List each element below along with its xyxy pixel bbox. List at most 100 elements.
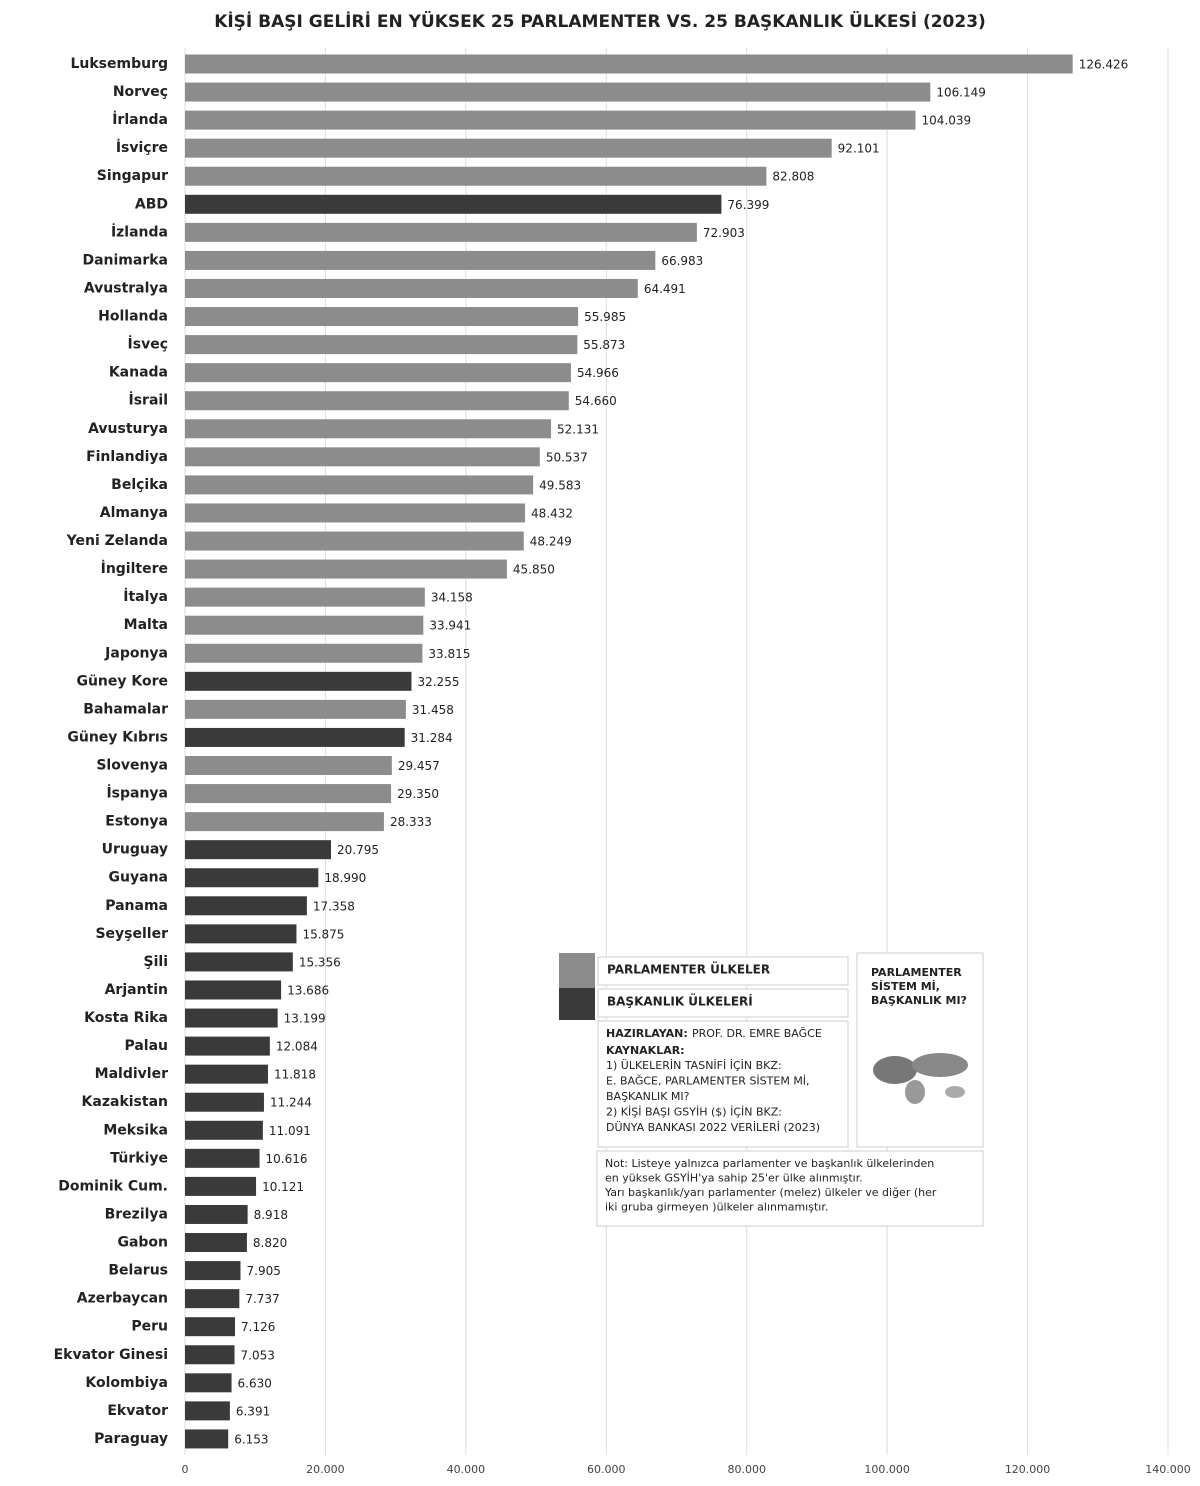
y-tick-label: Danimarka: [82, 252, 168, 268]
y-tick-label: Meksika: [103, 1122, 168, 1138]
y-tick-label: Almanya: [100, 505, 168, 521]
bar: [185, 363, 571, 383]
bar: [185, 1064, 268, 1084]
y-tick-label: Singapur: [97, 168, 168, 184]
bar: [185, 391, 569, 411]
y-tick-label: Malta: [124, 617, 168, 633]
y-tick-label: Güney Kore: [76, 673, 168, 689]
bar: [185, 82, 931, 102]
bar: [185, 531, 524, 551]
data-label: 104.039: [922, 114, 972, 128]
data-label: 8.820: [253, 1236, 287, 1250]
data-label: 55.873: [583, 338, 625, 352]
y-tick-label: İsveç: [128, 336, 168, 353]
chart-title: KİŞİ BAŞI GELİRİ EN YÜKSEK 25 PARLAMENTE…: [214, 10, 986, 32]
sources-label: KAYNAKLAR:: [606, 1044, 685, 1057]
bar: [185, 1289, 240, 1309]
info-box: [597, 1020, 849, 1148]
prepared-label: HAZIRLAYAN:: [606, 1027, 688, 1040]
y-tick-label: Brezilya: [105, 1206, 168, 1222]
data-label: 54.660: [575, 394, 617, 408]
bar: [185, 1429, 229, 1449]
note-line: Not: Listeye yalnızca parlamenter ve baş…: [605, 1157, 934, 1170]
legend-box: [597, 988, 849, 1018]
bar: [185, 643, 423, 663]
source-line: 2) KİŞİ BAŞI GSYİH ($) İÇİN BKZ:: [606, 1106, 782, 1119]
y-tick-label: Kolombiya: [85, 1375, 168, 1391]
data-label: 11.244: [270, 1096, 312, 1110]
y-tick-label: Peru: [131, 1319, 168, 1335]
data-label: 126.426: [1079, 58, 1129, 72]
data-label: 31.284: [411, 731, 453, 745]
data-label: 18.990: [324, 871, 366, 885]
bar: [185, 54, 1073, 74]
data-label: 33.815: [428, 647, 470, 661]
y-tick-label: Belarus: [108, 1263, 168, 1279]
bar: [185, 1317, 236, 1337]
y-tick-label: İsrail: [129, 392, 169, 409]
bar: [185, 1008, 278, 1028]
data-label: 13.199: [284, 1012, 326, 1026]
y-tick-label: Luksemburg: [70, 56, 168, 72]
legend-swatch: [559, 953, 595, 988]
bar: [185, 335, 578, 355]
source-line: DÜNYA BANKASI 2022 VERİLERİ (2023): [606, 1121, 820, 1134]
data-label: 6.153: [234, 1432, 268, 1446]
data-label: 7.053: [241, 1348, 275, 1362]
y-tick-label: İrlanda: [112, 111, 168, 128]
x-tick-label: 0: [182, 1463, 189, 1476]
data-label: 92.101: [838, 142, 880, 156]
bar: [185, 1092, 264, 1112]
bar: [185, 784, 392, 804]
y-tick-label: İsviçre: [116, 139, 168, 156]
legend-label: BAŞKANLIK ÜLKELERİ: [607, 994, 753, 1009]
data-label: 7.126: [241, 1320, 275, 1334]
bar: [185, 1204, 248, 1224]
y-tick-label: Paraguay: [94, 1431, 168, 1447]
data-label: 15.356: [299, 955, 341, 969]
data-label: 72.903: [703, 226, 745, 240]
data-label: 45.850: [513, 563, 555, 577]
y-tick-label: Arjantin: [105, 982, 168, 998]
bar: [185, 756, 392, 775]
data-label: 32.255: [417, 675, 459, 689]
legend-label: PARLAMENTER ÜLKELER: [607, 962, 770, 977]
data-label: 7.737: [245, 1292, 279, 1306]
y-tick-label: Belçika: [111, 477, 168, 493]
data-label: 66.983: [661, 254, 703, 268]
bar: [185, 924, 297, 944]
book-title: PARLAMENTER: [871, 966, 962, 979]
bar: [185, 727, 405, 747]
y-tick-label: Avusturya: [88, 421, 168, 437]
data-label: 17.358: [313, 899, 355, 913]
y-tick-label: Maldivler: [95, 1066, 168, 1082]
data-label: 29.457: [398, 759, 440, 773]
bar: [185, 1176, 257, 1196]
bar: [185, 812, 384, 832]
bar: [185, 1373, 232, 1393]
x-tick-label: 40.000: [447, 1463, 486, 1476]
y-tick-label: Dominik Cum.: [58, 1178, 168, 1194]
source-line: E. BAĞCE, PARLAMENTER SİSTEM Mİ,: [606, 1075, 810, 1088]
x-tick-label: 60.000: [587, 1463, 626, 1476]
bar: [185, 952, 293, 972]
bar: [185, 980, 282, 1000]
y-tick-label: Avustralya: [84, 280, 168, 296]
y-tick-label: Seyşeller: [95, 926, 168, 942]
data-label: 33.941: [429, 619, 471, 633]
data-label: 6.630: [238, 1376, 272, 1390]
y-tick-label: Kazakistan: [82, 1094, 168, 1110]
y-tick-label: Kosta Rika: [84, 1010, 168, 1026]
bar: [185, 250, 656, 270]
legend-swatch: [559, 988, 595, 1020]
data-label: 10.616: [266, 1152, 308, 1166]
data-label: 82.808: [772, 170, 814, 184]
data-label: 29.350: [397, 787, 439, 801]
y-tick-label: Gabon: [117, 1235, 168, 1251]
bar: [185, 447, 540, 467]
y-tick-label: Şili: [144, 954, 168, 970]
y-tick-label: Güney Kıbrıs: [67, 729, 168, 745]
y-tick-label: Kanada: [109, 365, 168, 381]
bar: [185, 475, 534, 495]
